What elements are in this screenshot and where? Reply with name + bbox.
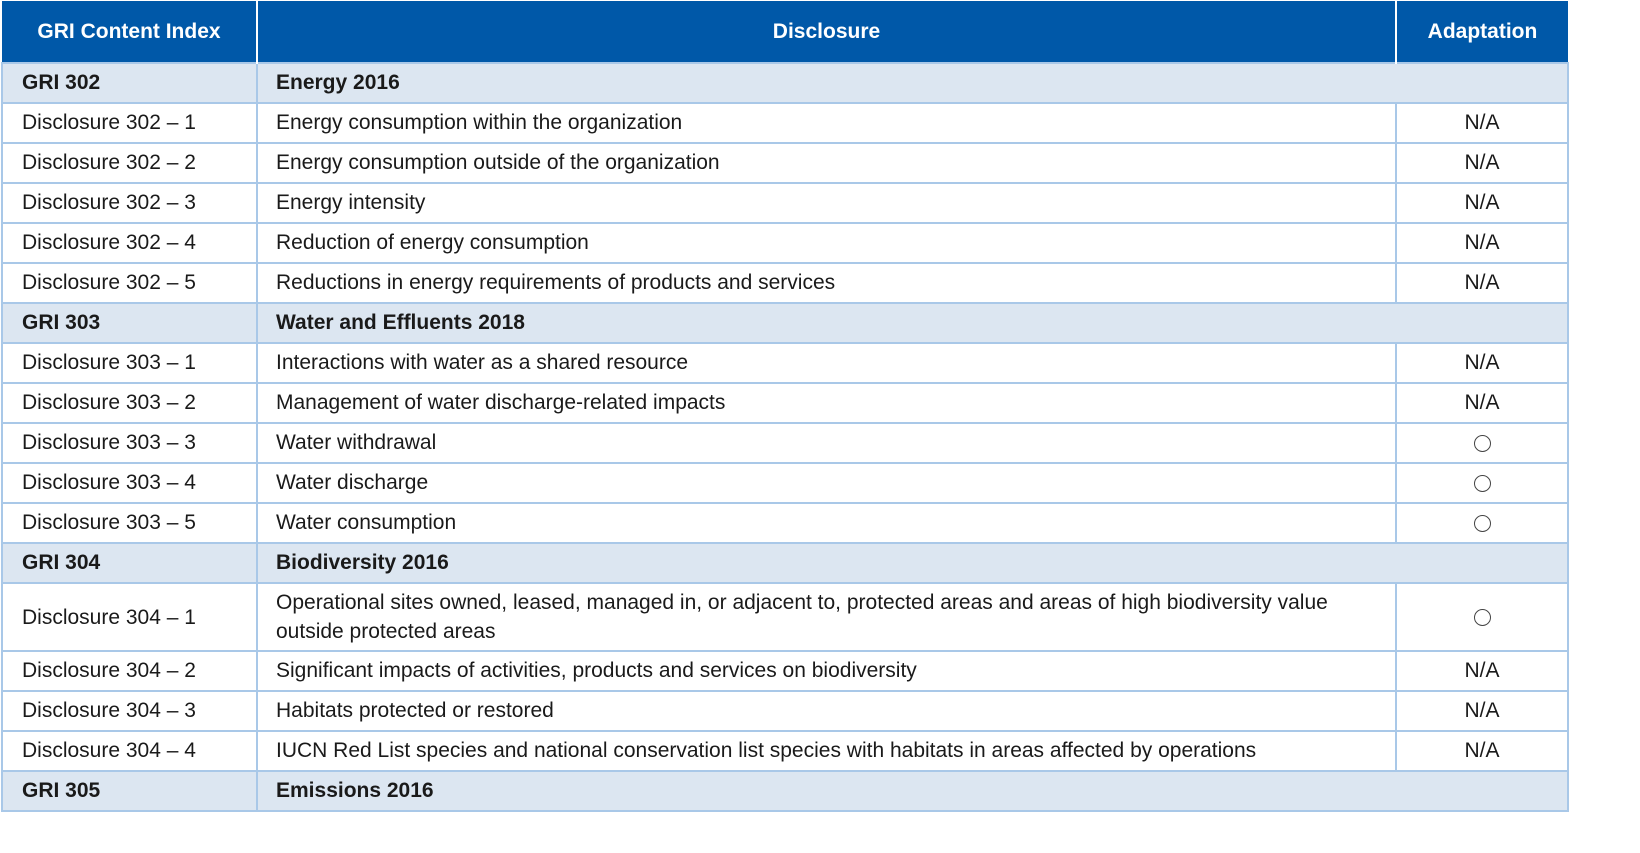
circle-mark-icon [1473, 474, 1491, 492]
group-row: GRI 305 Emissions 2016 [1, 770, 1569, 812]
disclosure-text: Water discharge [256, 462, 1397, 504]
disclosure-code: Disclosure 304 – 4 [1, 730, 258, 772]
disclosure-code: Disclosure 303 – 2 [1, 382, 258, 424]
table-body: GRI 302 Energy 2016 Disclosure 302 – 1 Ener… [1, 62, 1569, 812]
table-row: Disclosure 303 – 4 Water discharge [1, 462, 1569, 504]
disclosure-code: Disclosure 304 – 3 [1, 690, 258, 732]
adaptation-cell: N/A [1395, 342, 1569, 384]
disclosure-code: Disclosure 302 – 3 [1, 182, 258, 224]
group-code: GRI 302 [1, 62, 258, 104]
disclosure-code: Disclosure 303 – 5 [1, 502, 258, 544]
group-title: Emissions 2016 [256, 770, 1569, 812]
disclosure-text: Energy intensity [256, 182, 1397, 224]
header-row: GRI Content Index Disclosure Adaptation [2, 1, 1568, 63]
table-row: Disclosure 304 – 3 Habitats protected or … [1, 690, 1569, 732]
disclosure-text: Water withdrawal [256, 422, 1397, 464]
disclosure-text: Habitats protected or restored [256, 690, 1397, 732]
group-code: GRI 304 [1, 542, 258, 584]
gri-content-index-table: GRI Content Index Disclosure Adaptation … [1, 1, 1569, 812]
adaptation-cell [1395, 582, 1569, 652]
disclosure-text: Water consumption [256, 502, 1397, 544]
adaptation-cell: N/A [1395, 182, 1569, 224]
circle-mark-icon [1473, 434, 1491, 452]
disclosure-code: Disclosure 303 – 1 [1, 342, 258, 384]
group-row: GRI 302 Energy 2016 [1, 62, 1569, 104]
header-gri-content-index: GRI Content Index [2, 1, 258, 63]
table-row: Disclosure 304 – 1 Operational sites owne… [1, 582, 1569, 652]
adaptation-cell [1395, 502, 1569, 544]
adaptation-cell: N/A [1395, 650, 1569, 692]
group-code: GRI 305 [1, 770, 258, 812]
disclosure-code: Disclosure 304 – 1 [1, 582, 258, 652]
header-disclosure: Disclosure [257, 1, 1397, 63]
group-title: Energy 2016 [256, 62, 1569, 104]
disclosure-code: Disclosure 303 – 4 [1, 462, 258, 504]
table-row: Disclosure 302 – 2 Energy consumption out… [1, 142, 1569, 184]
disclosure-text: Interactions with water as a shared reso… [256, 342, 1397, 384]
adaptation-cell: N/A [1395, 262, 1569, 304]
adaptation-cell: N/A [1395, 142, 1569, 184]
adaptation-cell [1395, 422, 1569, 464]
table-row: Disclosure 302 – 4 Reduction of energy co… [1, 222, 1569, 264]
group-title: Water and Effluents 2018 [256, 302, 1569, 344]
group-title: Biodiversity 2016 [256, 542, 1569, 584]
disclosure-text: Energy consumption within the organizati… [256, 102, 1397, 144]
table-row: Disclosure 304 – 2 Significant impacts of… [1, 650, 1569, 692]
disclosure-code: Disclosure 302 – 4 [1, 222, 258, 264]
adaptation-cell [1395, 462, 1569, 504]
disclosure-code: Disclosure 302 – 5 [1, 262, 258, 304]
group-row: GRI 303 Water and Effluents 2018 [1, 302, 1569, 344]
disclosure-text: Significant impacts of activities, produ… [256, 650, 1397, 692]
disclosure-text: Energy consumption outside of the organi… [256, 142, 1397, 184]
disclosure-code: Disclosure 303 – 3 [1, 422, 258, 464]
table-row: Disclosure 303 – 3 Water withdrawal [1, 422, 1569, 464]
adaptation-cell: N/A [1395, 382, 1569, 424]
group-row: GRI 304 Biodiversity 2016 [1, 542, 1569, 584]
table-row: Disclosure 302 – 3 Energy intensity N/A [1, 182, 1569, 224]
circle-mark-icon [1473, 609, 1491, 627]
table-row: Disclosure 303 – 2 Management of water di… [1, 382, 1569, 424]
disclosure-code: Disclosure 304 – 2 [1, 650, 258, 692]
disclosure-text: IUCN Red List species and national conse… [256, 730, 1397, 772]
disclosure-code: Disclosure 302 – 2 [1, 142, 258, 184]
table-row: Disclosure 304 – 4 IUCN Red List species … [1, 730, 1569, 772]
disclosure-code: Disclosure 302 – 1 [1, 102, 258, 144]
adaptation-cell: N/A [1395, 102, 1569, 144]
group-code: GRI 303 [1, 302, 258, 344]
adaptation-cell: N/A [1395, 222, 1569, 264]
circle-mark-icon [1473, 514, 1491, 532]
disclosure-text: Reduction of energy consumption [256, 222, 1397, 264]
table-row: Disclosure 302 – 5 Reductions in energy r… [1, 262, 1569, 304]
disclosure-text: Management of water discharge-related im… [256, 382, 1397, 424]
table-row: Disclosure 302 – 1 Energy consumption wit… [1, 102, 1569, 144]
adaptation-cell: N/A [1395, 730, 1569, 772]
table-row: Disclosure 303 – 5 Water consumption [1, 502, 1569, 544]
header-adaptation: Adaptation [1396, 1, 1568, 63]
disclosure-text: Reductions in energy requirements of pro… [256, 262, 1397, 304]
adaptation-cell: N/A [1395, 690, 1569, 732]
table-row: Disclosure 303 – 1 Interactions with wate… [1, 342, 1569, 384]
disclosure-text: Operational sites owned, leased, managed… [256, 582, 1397, 652]
